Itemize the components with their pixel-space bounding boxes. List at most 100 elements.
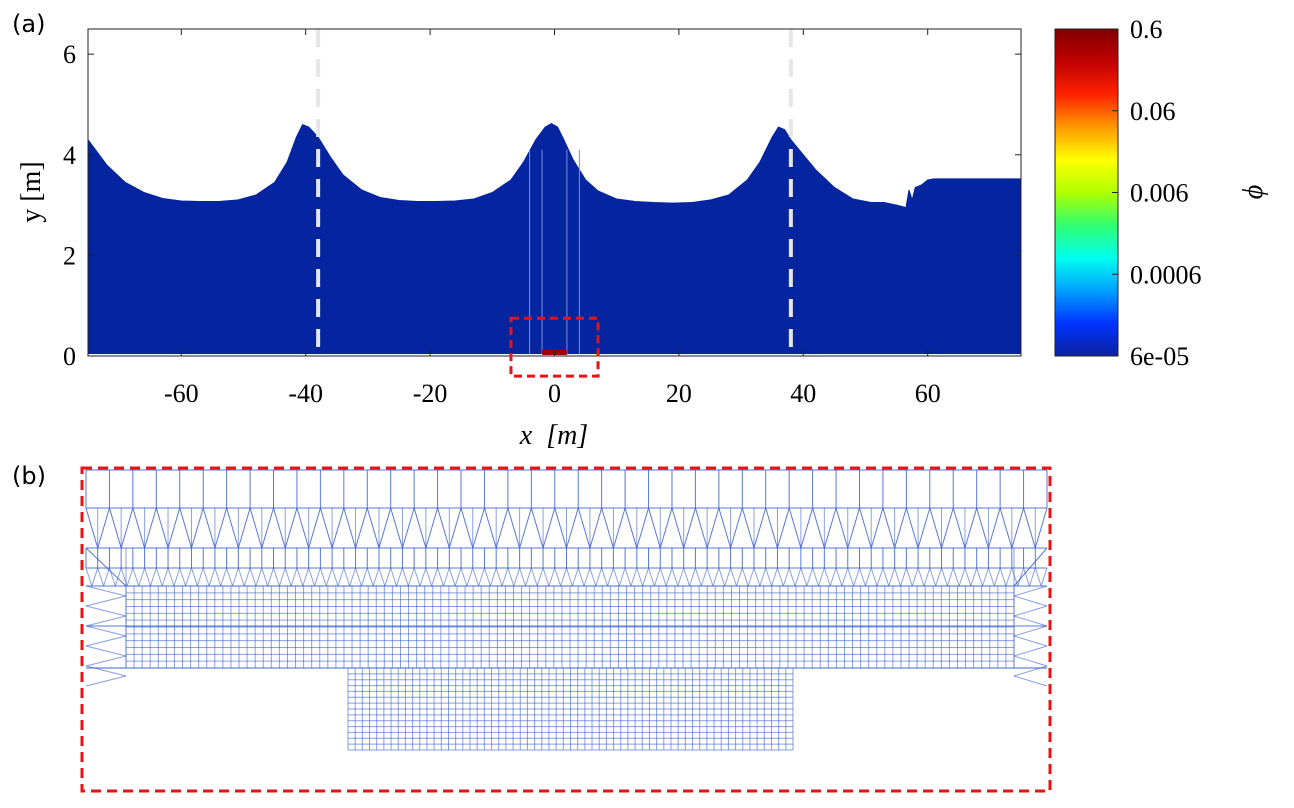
mesh-line — [976, 507, 989, 549]
mesh-line — [284, 507, 298, 549]
mesh-line — [179, 507, 192, 549]
mesh-line — [366, 507, 380, 549]
mesh-line — [624, 567, 632, 587]
mesh-line — [917, 507, 931, 549]
mesh-line — [489, 567, 497, 587]
mesh-line — [718, 507, 732, 549]
mesh-line — [1013, 547, 1048, 587]
mesh-line — [507, 507, 521, 549]
mesh-line — [577, 507, 591, 549]
mesh-line — [618, 567, 626, 587]
mesh-line — [724, 567, 732, 587]
mesh-line — [659, 567, 667, 587]
mesh-line — [741, 567, 749, 587]
mesh-zoom-frame — [80, 466, 1052, 793]
y-tick-label: 6 — [63, 40, 76, 69]
mesh-line — [483, 507, 497, 549]
mesh-line — [882, 507, 896, 549]
mesh-line — [214, 507, 228, 549]
mesh-line — [85, 625, 127, 637]
mesh-line — [999, 507, 1013, 549]
mesh-line — [888, 567, 896, 587]
mesh-line — [437, 507, 450, 549]
mesh-line — [202, 567, 210, 587]
mesh-line — [85, 605, 127, 617]
mesh-line — [636, 507, 650, 549]
mesh-line — [1040, 567, 1048, 587]
mesh-line — [817, 567, 825, 587]
mesh-line — [249, 507, 263, 549]
mesh-line — [847, 507, 860, 549]
mesh-line — [683, 567, 691, 587]
mesh-line — [941, 567, 948, 587]
mesh-line — [800, 507, 814, 549]
y-tick-label: 4 — [63, 141, 76, 170]
mesh-line — [823, 507, 837, 549]
mesh-line — [413, 567, 421, 587]
mesh-line — [876, 567, 884, 587]
mesh-line — [372, 567, 380, 587]
mesh-line — [331, 507, 345, 549]
mesh-line — [519, 507, 532, 549]
mesh-line — [1013, 585, 1048, 597]
mesh-line — [261, 567, 269, 587]
x-tick-label: 60 — [915, 379, 941, 408]
mesh-line — [425, 567, 433, 587]
mesh-line — [208, 567, 216, 587]
zoom-box — [509, 316, 600, 378]
mesh-line — [554, 567, 562, 587]
mesh-line — [607, 567, 614, 587]
mesh-line — [800, 567, 808, 587]
mesh-line — [759, 567, 767, 587]
mesh-line — [185, 567, 192, 587]
mesh-line — [776, 507, 790, 549]
mesh-line — [946, 567, 954, 587]
mesh-line — [835, 507, 849, 549]
mesh-line — [401, 507, 415, 549]
mesh-line — [1013, 645, 1048, 657]
mesh-line — [1011, 507, 1025, 549]
mesh-line — [653, 567, 661, 587]
colorbar-tick-label: 0.0006 — [1130, 260, 1202, 289]
mesh-line — [431, 567, 439, 587]
mesh-line — [566, 567, 573, 587]
colorbar-label: ϕ — [1238, 185, 1269, 200]
mesh-line — [308, 567, 316, 587]
mesh-line — [483, 567, 491, 587]
mesh-line — [190, 507, 204, 549]
mesh-line — [542, 567, 550, 587]
mesh-line — [161, 567, 169, 587]
mesh-line — [378, 567, 386, 587]
mesh-line — [1034, 567, 1042, 587]
mesh-line — [1013, 615, 1048, 627]
mesh-line — [220, 567, 228, 587]
mesh-line — [554, 507, 567, 549]
mesh-line — [407, 567, 415, 587]
mesh-line — [454, 567, 462, 587]
mesh-line — [149, 567, 157, 587]
mesh-line — [788, 507, 802, 549]
mesh-line — [495, 567, 503, 587]
mesh-line — [273, 507, 286, 549]
mesh-line — [343, 567, 351, 587]
wave-chart: -60 -40 -20 0 20 40 60 0 2 4 6 y [m] x [m] — [16, 28, 1022, 451]
mesh-line — [601, 507, 614, 549]
mesh-line — [835, 567, 843, 587]
mesh-line — [284, 567, 292, 587]
mesh-line — [413, 507, 427, 549]
mesh-line — [273, 567, 280, 587]
mesh-line — [325, 567, 333, 587]
mesh-line — [91, 567, 99, 587]
mesh-line — [349, 567, 357, 587]
mesh-line — [495, 507, 509, 549]
y-tick-label: 0 — [63, 342, 76, 371]
mesh-line — [261, 507, 274, 549]
x-tick-label: -60 — [164, 379, 199, 408]
mesh-line — [448, 567, 456, 587]
mesh-line — [501, 567, 509, 587]
mesh-line — [466, 567, 474, 587]
mesh-line — [806, 567, 814, 587]
mesh-line — [167, 567, 175, 587]
mesh-line — [1034, 507, 1048, 549]
